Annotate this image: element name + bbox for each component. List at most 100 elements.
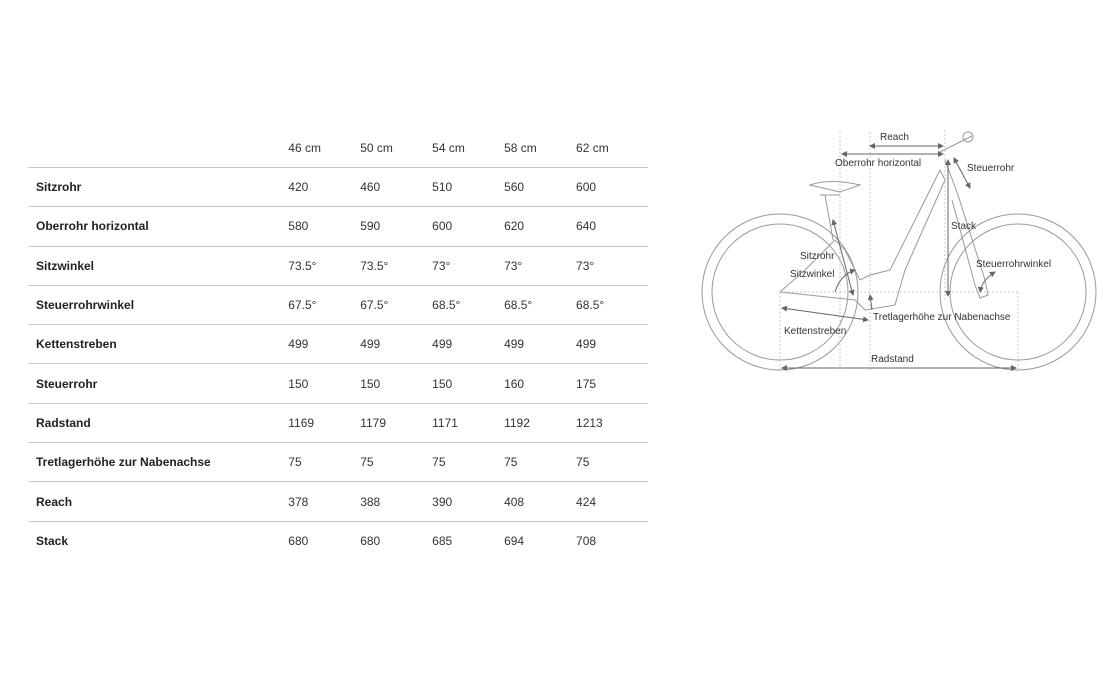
row-value: 499 <box>360 324 433 365</box>
row-value: 1213 <box>576 403 648 444</box>
table-row: Steuerrohrwinkel 67.5° 67.5° 68.5° 68.5° 68.5… <box>28 285 648 326</box>
row-value: 73° <box>576 246 648 286</box>
table-row: Kettenstreben 499 499 499 499 499 <box>28 324 648 365</box>
row-value: 499 <box>576 324 648 365</box>
row-value: 73.5° <box>360 246 433 286</box>
table-row: Oberrohr horizontal 580 590 600 620 640 <box>28 206 648 247</box>
row-value: 600 <box>432 206 505 247</box>
row-value: 1179 <box>360 403 433 444</box>
row-value: 68.5° <box>504 285 577 326</box>
row-value: 73° <box>432 246 505 286</box>
kettenstreben-arrow <box>781 305 869 323</box>
label-kettenstreben: Kettenstreben <box>784 326 846 337</box>
row-value: 160 <box>504 363 577 404</box>
row-value: 460 <box>360 167 433 208</box>
row-value: 590 <box>360 206 433 247</box>
row-value: 73.5° <box>288 246 361 286</box>
row-label: Steuerrohr <box>28 363 289 404</box>
row-value: 75 <box>360 442 433 483</box>
steuerrohr-arrow <box>953 157 971 189</box>
row-value: 420 <box>288 167 361 208</box>
table-row: Steuerrohr 150 150 150 160 175 <box>28 363 648 404</box>
row-value: 67.5° <box>288 285 361 326</box>
row-label: Reach <box>28 481 289 522</box>
row-value: 175 <box>576 363 648 404</box>
row-value: 1171 <box>432 403 505 444</box>
row-value: 75 <box>576 442 648 483</box>
row-value: 499 <box>288 324 361 365</box>
label-sitzwinkel: Sitzwinkel <box>790 269 834 280</box>
row-value: 680 <box>288 533 309 548</box>
row-value: 580 <box>288 206 361 247</box>
label-oberrohr: Oberrohr horizontal <box>835 158 921 169</box>
row-value: 388 <box>360 481 433 522</box>
row-value: 510 <box>432 167 505 208</box>
row-value: 499 <box>432 324 505 365</box>
row-value: 75 <box>288 442 361 483</box>
row-value: 68.5° <box>576 285 648 326</box>
row-value: 499 <box>504 324 577 365</box>
table-row: Tretlagerhöhe zur Nabenachse 75 75 75 75 75 <box>28 442 648 483</box>
header-empty <box>28 128 289 168</box>
frame <box>778 168 946 311</box>
label-radstand: Radstand <box>871 354 914 365</box>
row-label: Stack <box>36 533 69 548</box>
saddle <box>808 181 862 193</box>
row-value: 73° <box>504 246 577 286</box>
row-value: 150 <box>288 363 361 404</box>
row-value: 390 <box>432 481 505 522</box>
dim-arrows <box>781 143 1017 371</box>
row-value: 408 <box>504 481 577 522</box>
row-value: 150 <box>432 363 505 404</box>
label-reach: Reach <box>880 132 909 143</box>
tretlager-arrow <box>867 294 874 311</box>
bike-geometry-diagram: Reach Oberrohr horizontal Steuerrohr Sta… <box>701 130 1097 371</box>
size-header: 46 cm <box>288 128 361 168</box>
table-row: Reach 378 388 390 408 424 <box>28 481 648 522</box>
row-value: 600 <box>576 167 648 208</box>
geometry-table: 46 cm 50 cm 54 cm 58 cm 62 cm Sitzrohr 42… <box>28 128 648 560</box>
row-label: Steuerrohrwinkel <box>28 285 289 326</box>
label-steuerrohr: Steuerrohr <box>967 163 1015 174</box>
row-value: 694 <box>504 533 525 548</box>
row-label: Sitzrohr <box>28 167 289 208</box>
row-label: Tretlagerhöhe zur Nabenachse <box>28 442 289 483</box>
size-header: 54 cm <box>432 128 505 168</box>
row-label: Radstand <box>28 403 289 444</box>
row-value: 620 <box>504 206 577 247</box>
table-row: Stack 680 680 685 694 708 <box>28 521 648 560</box>
label-tretlager: Tretlagerhöhe zur Nabenachse <box>873 312 1011 323</box>
size-header: 58 cm <box>504 128 577 168</box>
row-label: Oberrohr horizontal <box>28 206 289 247</box>
row-value: 640 <box>576 206 648 247</box>
row-value: 685 <box>432 533 453 548</box>
size-header: 50 cm <box>360 128 433 168</box>
stem <box>939 135 973 153</box>
table-row: Sitzwinkel 73.5° 73.5° 73° 73° 73° <box>28 246 648 286</box>
row-value: 67.5° <box>360 285 433 326</box>
handlebar <box>962 131 974 143</box>
row-value: 680 <box>360 533 381 548</box>
row-value: 560 <box>504 167 577 208</box>
row-value: 150 <box>360 363 433 404</box>
row-value: 75 <box>432 442 505 483</box>
sitzrohr-arrow <box>831 219 855 296</box>
size-header: 62 cm <box>576 128 648 168</box>
row-value: 1169 <box>288 403 361 444</box>
label-sitzrohr: Sitzrohr <box>800 251 835 262</box>
row-value: 708 <box>576 533 597 548</box>
row-value: 68.5° <box>432 285 505 326</box>
table-row: Sitzrohr 420 460 510 560 600 <box>28 167 648 208</box>
row-value: 424 <box>576 481 648 522</box>
row-label: Sitzwinkel <box>28 246 289 286</box>
table-row: Radstand 1169 1179 1171 1192 1213 <box>28 403 648 444</box>
row-value: 1192 <box>504 403 577 444</box>
row-value: 75 <box>504 442 577 483</box>
label-steuerrohrwinkel: Steuerrohrwinkel <box>976 259 1051 270</box>
steuerrohrwinkel-arc <box>977 271 996 293</box>
sitzwinkel-arc <box>834 268 856 293</box>
row-value: 378 <box>288 481 361 522</box>
label-stack: Stack <box>951 221 977 232</box>
fork <box>944 159 989 299</box>
row-label: Kettenstreben <box>28 324 289 365</box>
